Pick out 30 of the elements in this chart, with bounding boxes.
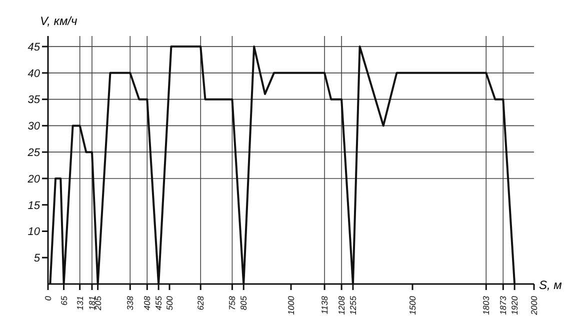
x-tick-label: 805 xyxy=(238,296,249,310)
x-tick-label: 131 xyxy=(74,296,85,310)
x-axis-title: S, м xyxy=(539,278,562,292)
x-tick-label: 65 xyxy=(58,296,69,306)
x-tick-label: 1873 xyxy=(498,296,508,315)
y-tick-label: 45 xyxy=(28,41,41,54)
x-tick-label: 1920 xyxy=(510,296,520,315)
x-tick-label: 1000 xyxy=(286,296,296,315)
y-tick-label: 30 xyxy=(28,120,41,133)
y-tick-label: 15 xyxy=(28,200,41,212)
y-tick-label: 5 xyxy=(34,252,41,265)
x-tick-label: 455 xyxy=(154,296,164,310)
x-tick-label: 408 xyxy=(142,296,152,310)
y-axis-title: V, км/ч xyxy=(40,14,78,28)
y-tick-label: 10 xyxy=(28,226,41,238)
x-tick-label: 0 xyxy=(43,296,53,301)
x-tick-label: 628 xyxy=(196,296,206,310)
x-tick-label: 1500 xyxy=(408,296,418,315)
y-tick-label: 20 xyxy=(26,173,41,186)
x-tick-label: 1255 xyxy=(348,296,358,315)
x-tick-label: 500 xyxy=(164,296,174,310)
x-tick-label: 338 xyxy=(125,296,136,310)
x-tick-label: 758 xyxy=(227,296,238,310)
x-tick-label: 2000 xyxy=(529,296,539,316)
y-tick-label: 35 xyxy=(28,94,41,106)
x-tick-label: 1208 xyxy=(336,296,347,315)
y-tick-label: 25 xyxy=(26,146,41,159)
y-tick-label: 40 xyxy=(28,68,41,80)
x-tick-label: 1803 xyxy=(481,296,492,315)
x-tick-label: 1138 xyxy=(320,296,330,314)
